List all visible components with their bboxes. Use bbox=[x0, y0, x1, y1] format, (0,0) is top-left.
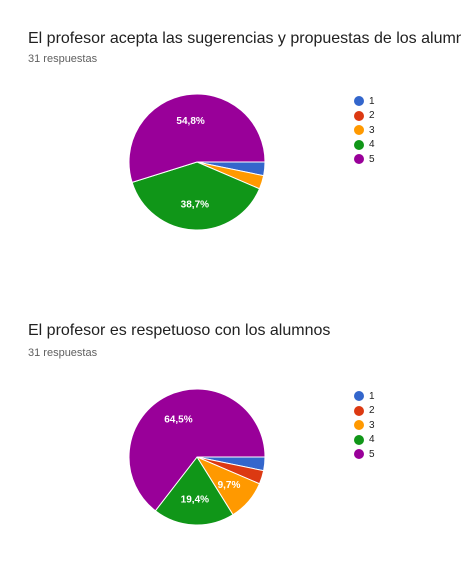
legend-label: 5 bbox=[369, 448, 375, 460]
chart-subtitle: 31 respuestas bbox=[28, 53, 98, 65]
legend-swatch bbox=[354, 434, 364, 445]
chart-subtitle: 31 respuestas bbox=[28, 347, 98, 359]
legend: 1 2 3 4 5 bbox=[354, 389, 375, 462]
legend-swatch bbox=[354, 110, 364, 121]
legend-swatch bbox=[354, 405, 364, 416]
slice-label-3: 9,7% bbox=[218, 480, 241, 491]
legend-item-3: 3 bbox=[354, 418, 375, 433]
legend: 1 2 3 4 5 bbox=[354, 94, 375, 167]
legend-swatch bbox=[354, 391, 364, 402]
legend-item-2: 2 bbox=[354, 109, 375, 124]
chart-title: El profesor acepta las sugerencias y pro… bbox=[28, 30, 461, 47]
pie-slice-5 bbox=[128, 93, 266, 183]
legend-label: 3 bbox=[369, 419, 375, 431]
legend-label: 4 bbox=[369, 139, 375, 151]
legend-swatch bbox=[354, 139, 364, 150]
legend-swatch bbox=[354, 420, 364, 431]
pie-chart: 38,7% 54,8% bbox=[128, 93, 266, 231]
legend-item-5: 5 bbox=[354, 447, 375, 462]
pie-slice-4 bbox=[154, 456, 234, 526]
pie-chart: 9,7% 19,4% 64,5% bbox=[128, 388, 266, 526]
chart-title: El profesor es respetuoso con los alumno… bbox=[28, 322, 331, 339]
legend-swatch bbox=[354, 96, 364, 107]
pie-slice-5 bbox=[128, 388, 266, 512]
legend-item-5: 5 bbox=[354, 152, 375, 167]
legend-swatch bbox=[354, 449, 364, 460]
slice-label-4: 38,7% bbox=[181, 200, 209, 211]
legend-item-4: 4 bbox=[354, 433, 375, 448]
legend-label: 5 bbox=[369, 153, 375, 165]
legend-item-1: 1 bbox=[354, 389, 375, 404]
legend-label: 2 bbox=[369, 110, 375, 122]
pie-slice-4 bbox=[131, 161, 261, 231]
legend-label: 4 bbox=[369, 434, 375, 446]
legend-swatch bbox=[354, 125, 364, 136]
legend-label: 3 bbox=[369, 124, 375, 136]
legend-item-1: 1 bbox=[354, 94, 375, 109]
legend-item-4: 4 bbox=[354, 138, 375, 153]
legend-label: 1 bbox=[369, 390, 375, 402]
legend-item-3: 3 bbox=[354, 123, 375, 138]
slice-label-4: 19,4% bbox=[181, 495, 209, 506]
legend-swatch bbox=[354, 154, 364, 165]
legend-label: 2 bbox=[369, 405, 375, 417]
slice-label-5: 54,8% bbox=[176, 116, 204, 127]
legend-item-2: 2 bbox=[354, 404, 375, 419]
legend-label: 1 bbox=[369, 95, 375, 107]
slice-label-5: 64,5% bbox=[164, 415, 192, 426]
